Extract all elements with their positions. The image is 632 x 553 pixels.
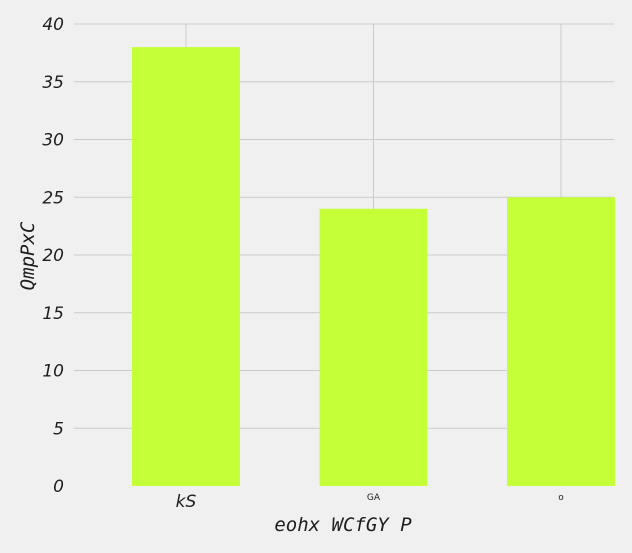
x-tick-label: GA [367, 493, 381, 503]
x-tick-label: kS [176, 492, 197, 512]
bar-kS [132, 47, 240, 486]
bar-o [507, 197, 615, 486]
y-axis-label: QmpPxC [17, 221, 39, 290]
y-tick-label: 30 [42, 131, 64, 151]
x-tick-label: o [558, 493, 564, 503]
y-tick-label: 25 [42, 188, 64, 208]
x-tick-labels: kS GA o [176, 492, 565, 512]
y-tick-label: 5 [53, 419, 64, 439]
y-tick-label: 35 [42, 73, 64, 93]
y-tick-label: 10 [42, 362, 64, 382]
y-tick-label: 40 [42, 15, 64, 35]
bars [132, 47, 615, 487]
x-axis-label: eohx WCfGY P [274, 514, 412, 536]
y-tick-label: 0 [53, 477, 64, 497]
y-tick-labels: 0 5 10 15 20 25 30 35 40 [42, 15, 64, 497]
y-tick-label: 20 [42, 246, 64, 266]
bar-GA [319, 208, 428, 487]
y-tick-label: 15 [42, 304, 64, 324]
